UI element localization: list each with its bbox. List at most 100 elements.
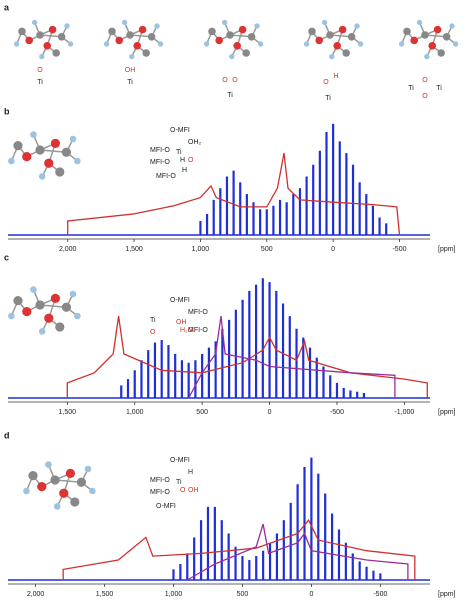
x-tick-label: 1,000 [165, 591, 183, 598]
x-tick-label: 2,000 [59, 246, 77, 253]
atom [433, 25, 442, 34]
atom [215, 36, 223, 45]
atom [55, 167, 65, 177]
x-tick-label: 1,000 [126, 409, 144, 416]
structure-label: O [150, 329, 156, 336]
species-label: O [323, 79, 329, 86]
x-tick-label: 500 [237, 591, 249, 598]
atom [13, 295, 23, 306]
x-tick-label: 0 [309, 591, 313, 598]
atom [154, 23, 160, 29]
structure-label: OH₂ [188, 139, 202, 146]
structure-label: O-MFI [170, 127, 190, 134]
atom [70, 497, 80, 507]
structure-label: O [188, 157, 194, 164]
x-tick-label: 500 [261, 246, 273, 253]
structure-label: H₂O [180, 327, 194, 334]
atom [84, 465, 92, 473]
atom [55, 322, 65, 332]
atom [342, 49, 350, 57]
atom [147, 33, 156, 41]
structure-label: MFI-O [150, 159, 170, 166]
panel-label: b [4, 106, 10, 116]
species-label: Ti [408, 85, 414, 92]
atom [35, 300, 45, 310]
atom [69, 290, 77, 298]
panel-label: d [4, 430, 10, 440]
atom [416, 19, 423, 26]
atom [89, 487, 96, 495]
atom [437, 49, 445, 57]
atom [403, 27, 411, 36]
x-tick-label: 2,000 [27, 591, 45, 598]
atom [142, 49, 150, 57]
atom [452, 41, 459, 47]
atom [39, 53, 45, 60]
atom [238, 25, 247, 34]
atom [303, 41, 310, 47]
atom [59, 488, 69, 498]
atom [38, 173, 46, 180]
atom [61, 147, 72, 157]
atom [354, 23, 360, 29]
atom [28, 470, 38, 481]
atom [25, 36, 33, 45]
structure-label: O-MFI [156, 503, 176, 510]
panel-label: a [4, 2, 10, 12]
structure-label: Ti [176, 149, 182, 156]
atom [64, 23, 70, 29]
species-label: O [37, 67, 43, 74]
atom [398, 41, 405, 47]
x-tick-label: -500 [330, 409, 344, 416]
x-tick-label: 0 [268, 409, 272, 416]
atom [13, 41, 20, 47]
atom [45, 461, 52, 468]
atom [421, 31, 429, 39]
species-label: H [333, 73, 338, 80]
atom [121, 19, 128, 26]
x-tick-label: -1,000 [394, 409, 414, 416]
structure-label: H [182, 167, 187, 174]
species-label: O [232, 77, 238, 84]
structure-label: MFI-O [150, 477, 170, 484]
structure-label: MFI-O [188, 309, 208, 316]
panel-label: c [4, 252, 9, 262]
atom [65, 468, 76, 479]
atom [338, 25, 347, 34]
atom [221, 19, 228, 26]
atom [126, 31, 134, 39]
atom [424, 53, 430, 60]
simulated-lineshape [186, 523, 409, 581]
atom [74, 312, 81, 320]
atom [428, 42, 436, 50]
atom [138, 25, 147, 34]
x-tick-label: -500 [392, 246, 406, 253]
atom [23, 487, 30, 495]
structure-label: O-MFI [170, 297, 190, 304]
atom [233, 42, 241, 50]
atom [133, 42, 141, 50]
species-label: OH [125, 67, 136, 74]
species-label: Ti [325, 95, 331, 102]
species-label: O [422, 93, 428, 100]
atom [247, 33, 256, 41]
atom [242, 49, 250, 57]
atom [157, 41, 164, 47]
simulated-lineshape [188, 316, 396, 399]
structure-label: H [188, 469, 193, 476]
structure-label: O-MFI [170, 457, 190, 464]
atom [347, 33, 356, 41]
atom [50, 138, 61, 149]
species-label: Ti [37, 79, 43, 86]
atom [329, 53, 335, 60]
atom [13, 140, 23, 151]
simulated-lineshape [67, 152, 401, 236]
structure-label: OH [188, 487, 199, 494]
species-label: Ti [436, 85, 442, 92]
species-label: O [422, 77, 428, 84]
atom [357, 41, 364, 47]
atom [44, 313, 54, 323]
atom [31, 19, 38, 26]
atom [8, 157, 15, 165]
